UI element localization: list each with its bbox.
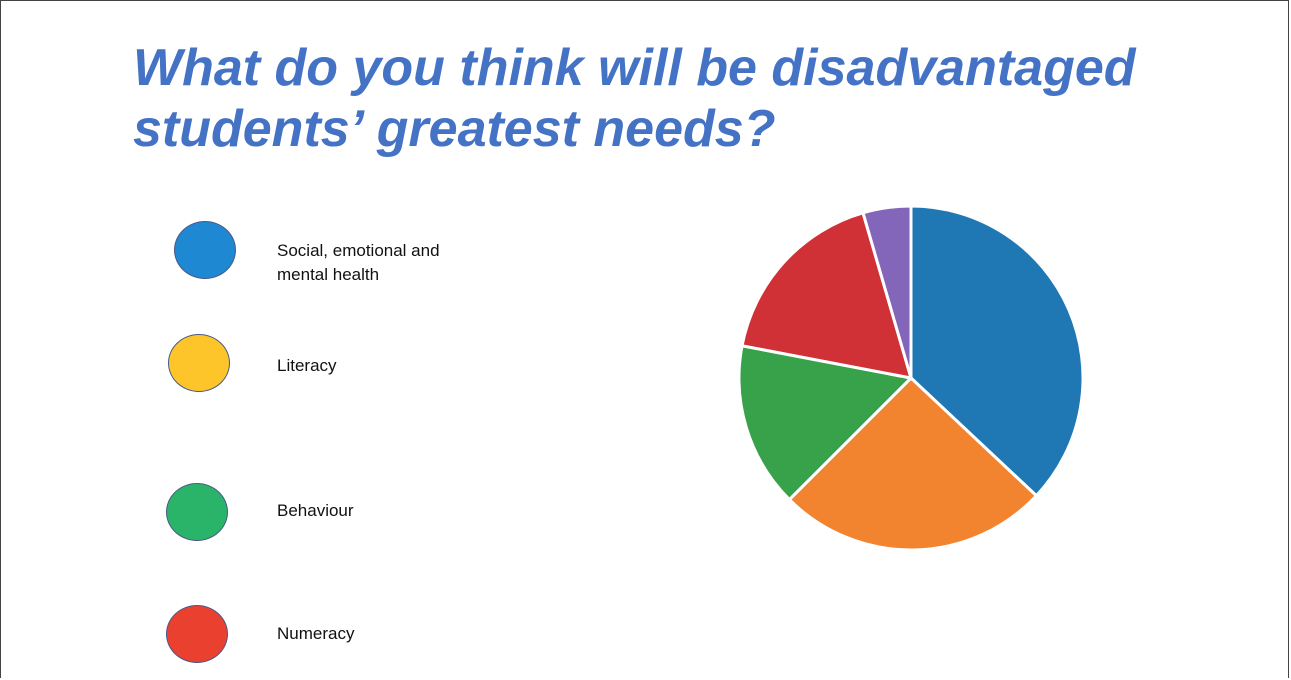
legend-marker-yellow: [168, 334, 230, 392]
legend-marker-green: [166, 483, 228, 541]
title-line-2: students’ greatest needs?: [133, 100, 776, 158]
title-line-1: What do you think will be disadvantaged: [133, 39, 1136, 97]
pie-slice-3: [737, 344, 913, 502]
legend-label: Social, emotional and mental health: [277, 239, 537, 287]
legend-label-line: Social, emotional and: [277, 241, 440, 260]
legend-label-line: Behaviour: [277, 501, 354, 520]
legend-label-line: Numeracy: [277, 624, 355, 643]
legend-label-line: mental health: [277, 265, 380, 284]
pie-slice-4: [740, 211, 913, 380]
legend-label: Numeracy: [277, 622, 537, 646]
legend-label: Behaviour: [277, 499, 537, 523]
legend-marker-red: [166, 605, 228, 663]
legend-marker-blue: [174, 221, 236, 279]
pie-slice-5: [861, 204, 913, 380]
legend-label-line: Literacy: [277, 356, 337, 375]
pie-slice-1: [909, 204, 1085, 498]
slide-title: What do you think will be disadvantaged …: [133, 38, 1233, 160]
pie-slice-2: [787, 376, 1038, 552]
legend-label: Literacy: [277, 354, 537, 378]
